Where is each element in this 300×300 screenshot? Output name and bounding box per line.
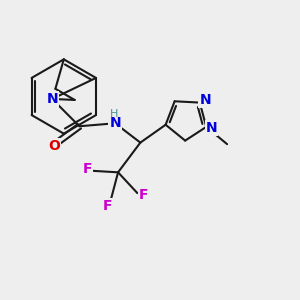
Text: F: F [83,162,92,176]
Text: N: N [199,93,211,107]
Text: O: O [48,139,60,153]
Text: N: N [109,116,121,130]
Text: F: F [102,199,112,213]
Text: F: F [139,188,148,202]
Text: H: H [110,109,118,119]
Text: N: N [46,92,58,106]
Text: N: N [206,122,218,135]
